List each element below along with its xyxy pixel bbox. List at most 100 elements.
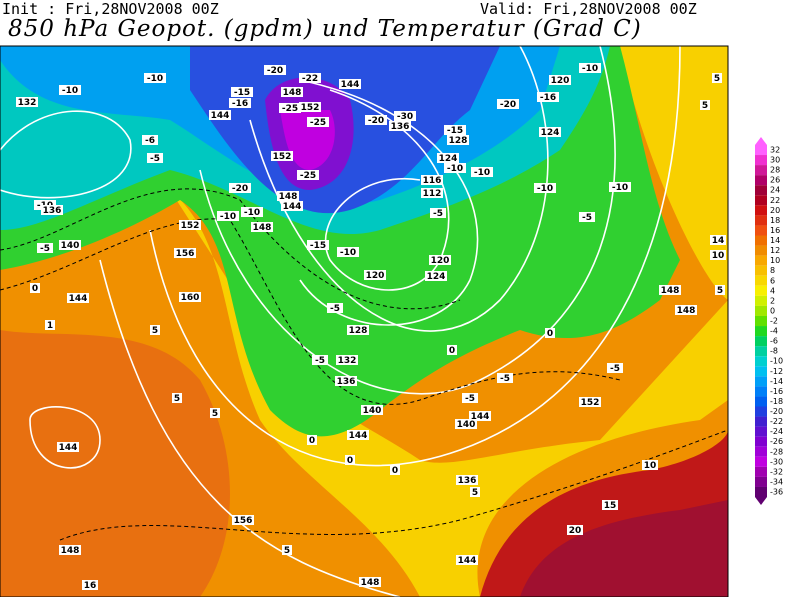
contour-label-box <box>345 455 355 465</box>
contour-label-box <box>497 99 519 109</box>
colorbar-tick-label: -6 <box>770 337 778 346</box>
contour-label: 152 <box>181 221 200 231</box>
contour-label: -15 <box>310 241 326 251</box>
colorbar-tick-label: -22 <box>770 417 783 426</box>
contour-label: -5 <box>150 154 160 164</box>
contour-label-box <box>602 500 618 510</box>
contour-label: -30 <box>397 112 413 122</box>
contour-label-box <box>462 393 478 403</box>
contour-label: 16 <box>84 581 97 591</box>
contour-label-box <box>232 515 254 525</box>
contour-label-box <box>471 167 493 177</box>
contour-label-box <box>429 255 451 265</box>
contour-label-box <box>534 183 556 193</box>
contour-label-box <box>251 222 273 232</box>
contour-label: 144 <box>458 556 477 566</box>
colorbar-band <box>755 396 767 407</box>
contour-label: 136 <box>337 377 356 387</box>
colorbar-tick-label: -18 <box>770 397 783 406</box>
contour-label-box <box>549 75 571 85</box>
colorbar-band <box>755 416 767 427</box>
contour-label-box <box>264 65 286 75</box>
contour-label-box <box>335 376 357 386</box>
contour-label-box <box>231 87 253 97</box>
contour-label-box <box>45 320 55 330</box>
contour-label: 140 <box>457 420 476 430</box>
colorbar-band <box>755 175 767 186</box>
contour-label: -10 <box>582 64 598 74</box>
colorbar-tick-label: 6 <box>770 276 775 285</box>
colorbar-band <box>755 356 767 367</box>
contour-label: 0 <box>309 436 315 446</box>
contour-label-box <box>365 115 387 125</box>
contour-label: -20 <box>500 100 516 110</box>
contour-label-box <box>67 293 89 303</box>
contour-label: 0 <box>392 466 398 476</box>
contour-label-box <box>172 393 182 403</box>
contour-label: 148 <box>677 306 696 316</box>
valid-time: Valid: Fri,28NOV2008 00Z <box>480 0 697 18</box>
contour-label-box <box>217 211 239 221</box>
colorbar-tick-label: -10 <box>770 357 783 366</box>
contour-label: 144 <box>59 443 78 453</box>
contour-label: 5 <box>174 394 180 404</box>
contour-label: 5 <box>152 326 158 336</box>
contour-label: -5 <box>582 213 592 223</box>
colorbar-band <box>755 245 767 256</box>
contour-label: -22 <box>302 74 318 84</box>
colorbar-band <box>755 376 767 387</box>
contour-label: 120 <box>366 271 385 281</box>
contour-label-box <box>469 411 491 421</box>
contour-label: -10 <box>612 183 628 193</box>
contour-label-box <box>421 175 443 185</box>
contour-label-box <box>394 111 416 121</box>
contour-label-box <box>144 73 166 83</box>
contour-label-box <box>229 98 251 108</box>
contour-label-box <box>700 100 710 110</box>
colorbar-tick-label: 16 <box>770 226 780 235</box>
contour-label-box <box>642 460 658 470</box>
contour-label-box <box>282 545 292 555</box>
colorbar-band <box>755 486 767 498</box>
contour-label-box <box>347 430 369 440</box>
colorbar-band <box>755 315 767 327</box>
contour-label: 5 <box>702 101 708 111</box>
contour-label: -20 <box>232 184 248 194</box>
contour-label-box <box>456 555 478 565</box>
colorbar-band <box>755 426 767 437</box>
contour-label-box <box>339 79 361 89</box>
contour-label-box <box>447 135 469 145</box>
colorbar-tick-label: 10 <box>770 256 780 265</box>
colorbar-tick-label: -14 <box>770 377 783 386</box>
contour-label-box <box>539 127 561 137</box>
colorbar-band <box>755 476 767 487</box>
contour-label-box <box>579 397 601 407</box>
contour-label: 144 <box>283 202 302 212</box>
contour-label: -10 <box>62 86 78 96</box>
contour-label: 5 <box>714 74 720 84</box>
colorbar-band <box>755 185 767 196</box>
contour-label: 136 <box>458 476 477 486</box>
contour-label: 148 <box>283 88 302 98</box>
contour-label-box <box>209 110 231 120</box>
colorbar-band <box>755 346 767 357</box>
colorbar-tick-label: 32 <box>770 146 780 155</box>
contour-label: 144 <box>471 412 490 422</box>
colorbar-band <box>755 225 767 236</box>
contour-label: 148 <box>361 578 380 588</box>
contour-label-box <box>361 405 383 415</box>
contour-label-box <box>470 487 480 497</box>
colorbar-tick-label: 18 <box>770 216 780 225</box>
contour-label-box <box>337 247 359 257</box>
contour-label-box <box>279 103 301 113</box>
contour-label: 0 <box>32 284 38 294</box>
contour-label-box <box>567 525 583 535</box>
contour-label-box <box>57 442 79 452</box>
contour-label: -15 <box>234 88 250 98</box>
colorbar-band <box>755 205 767 216</box>
contour-label-box <box>307 240 329 250</box>
colorbar-tick-label: -4 <box>770 327 778 336</box>
contour-label: 120 <box>431 256 450 266</box>
contour-label: -10 <box>244 208 260 218</box>
